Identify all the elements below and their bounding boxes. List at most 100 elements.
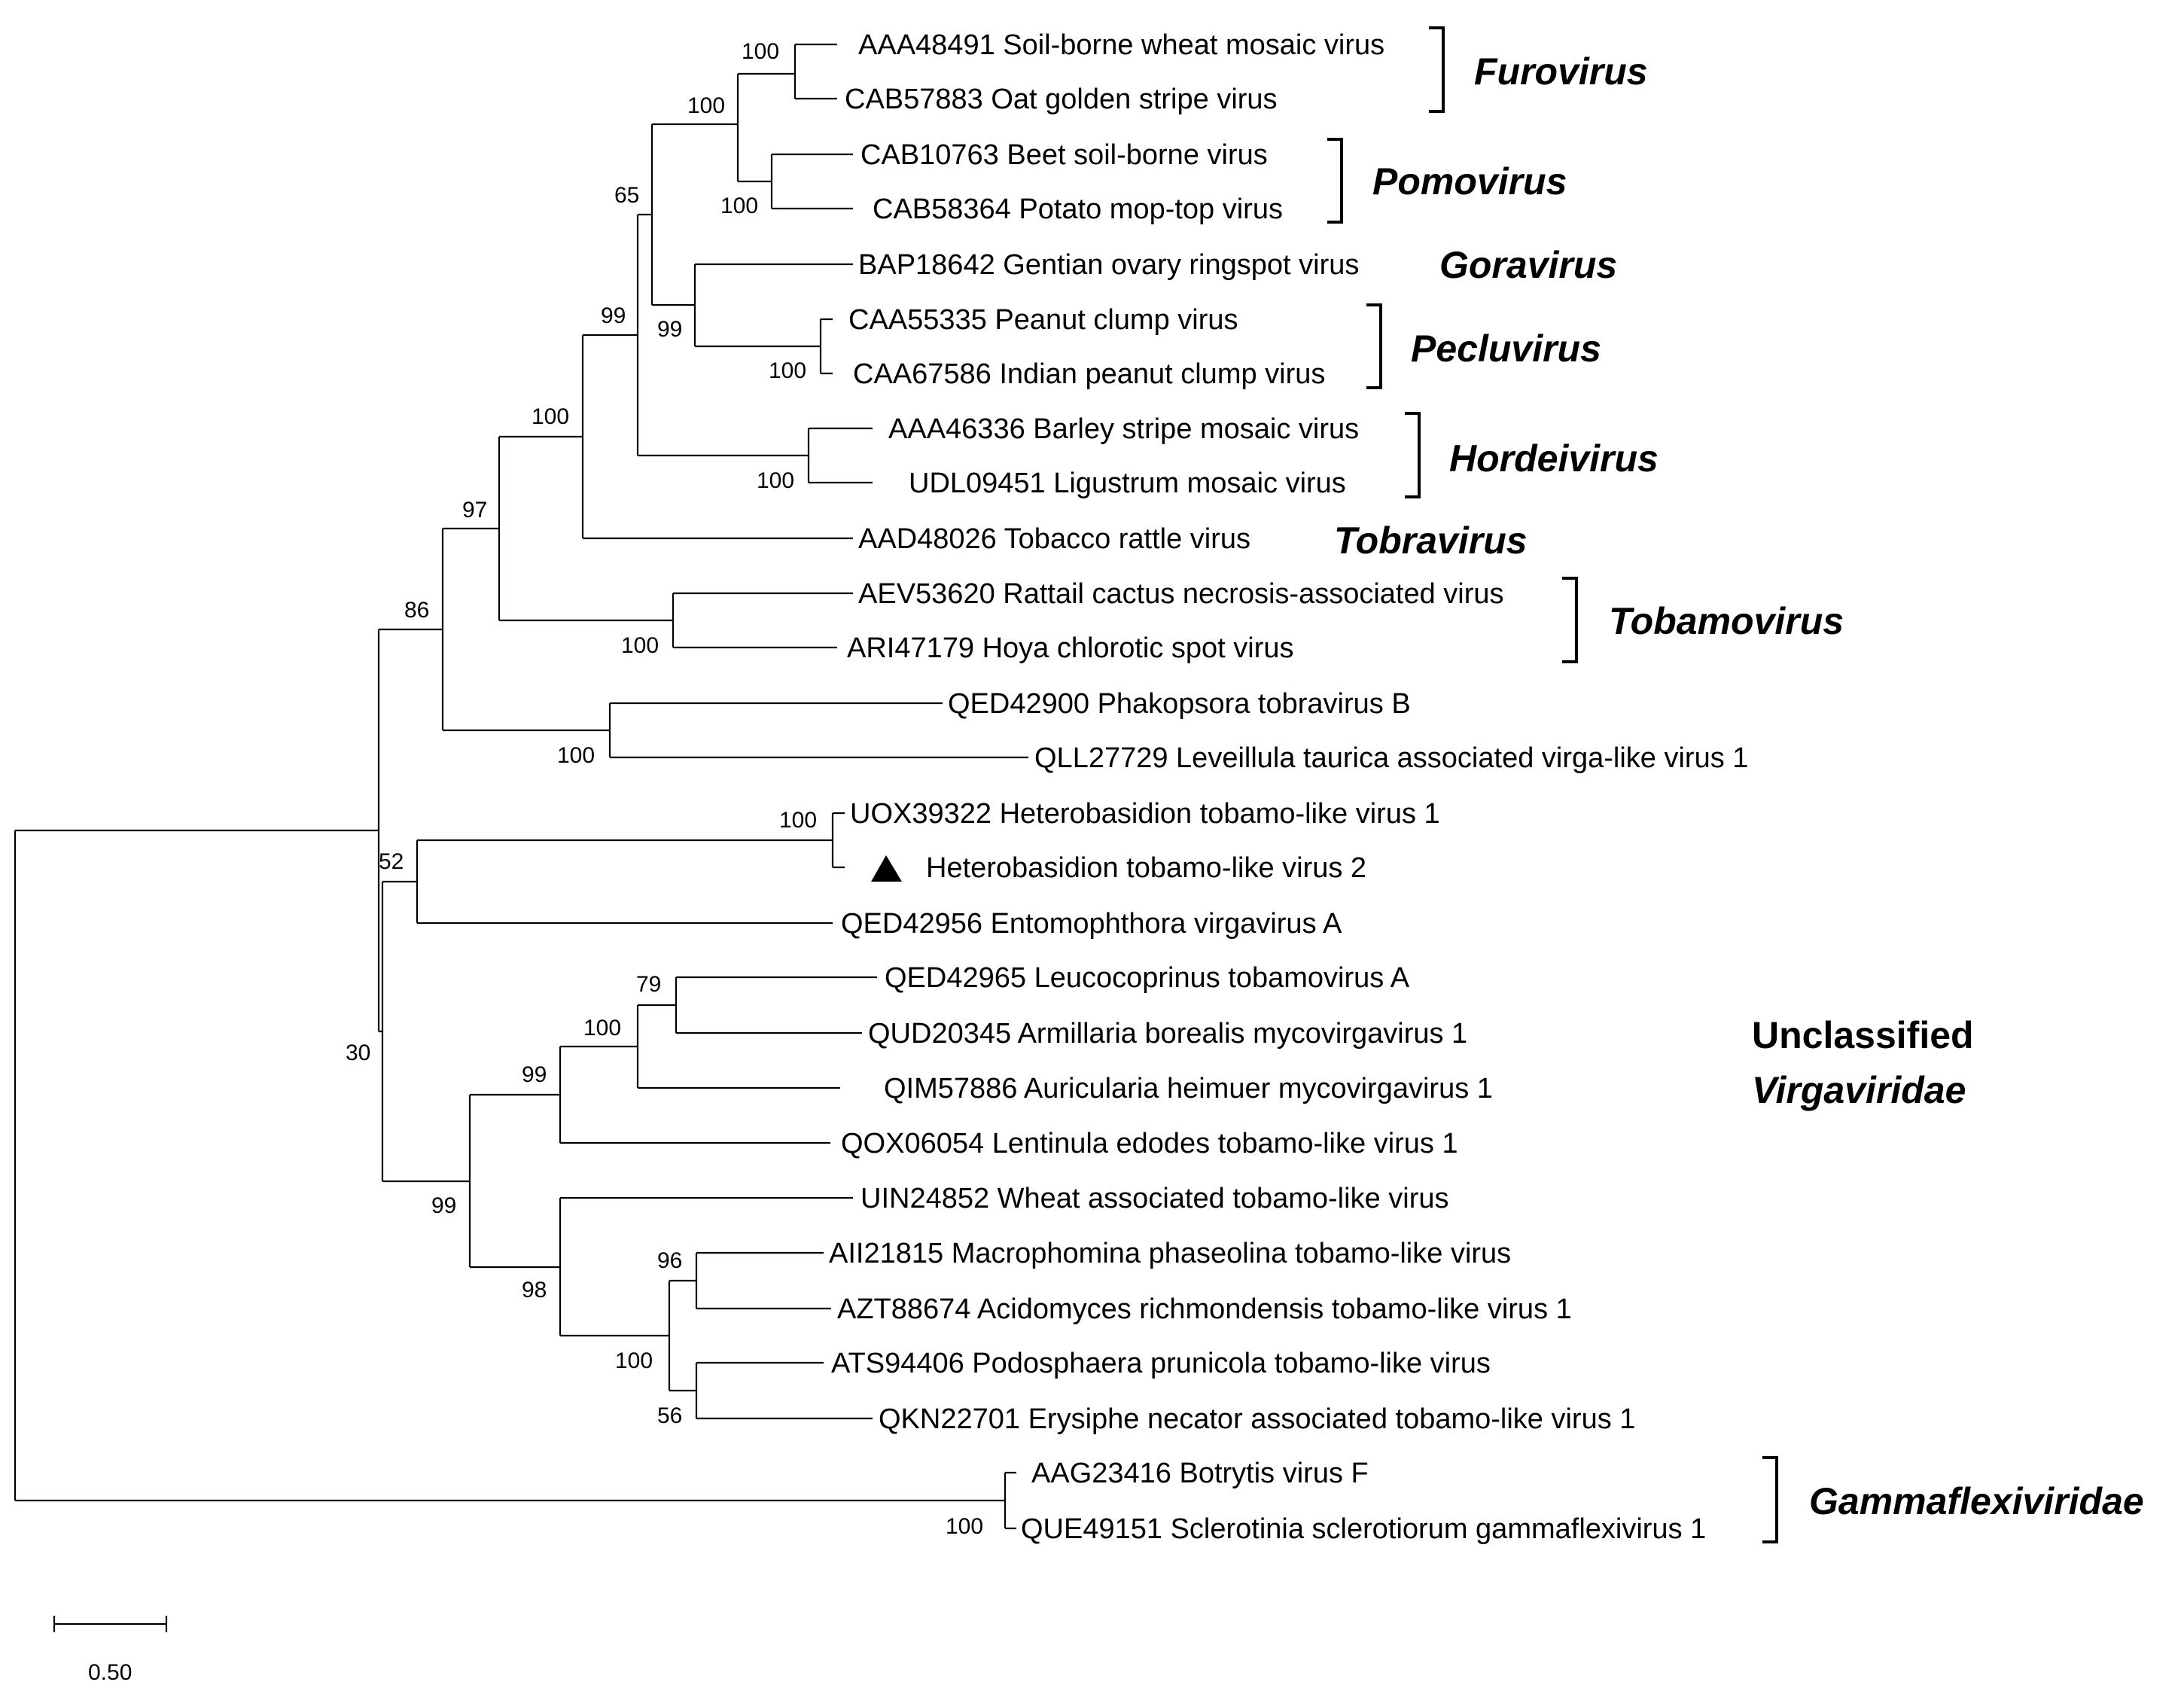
bootstrap-value: 65	[614, 183, 639, 208]
group-label-goravirus: Goravirus	[1439, 244, 1617, 286]
branch	[559, 1045, 830, 1144]
leaf-label: CAA67586 Indian peanut clump virus	[853, 358, 1325, 390]
leaf-label: Heterobasidion tobamo-like virus 2	[926, 852, 1366, 884]
branch	[441, 527, 610, 732]
bootstrap-value: 100	[757, 468, 794, 493]
scale-bar: 0.50	[53, 1616, 168, 1685]
filled-triangle-icon	[871, 855, 902, 882]
bootstrap-value: 99	[431, 1193, 456, 1218]
leaf-label: AII21815 Macrophomina phaseolina tobamo-…	[829, 1238, 1511, 1269]
bootstrap-value: 97	[462, 498, 487, 523]
bootstrap-value: 100	[615, 1348, 653, 1373]
leaf-label: AAA48491 Soil-borne wheat mosaic virus	[858, 29, 1384, 61]
branch	[498, 435, 673, 622]
group-bracket	[1762, 1456, 1778, 1543]
leaf-label: QLL27729 Leveillula taurica associated v…	[1034, 742, 1748, 774]
branch	[695, 1251, 831, 1310]
leaf-label: QED42900 Phakopsora tobravirus B	[948, 688, 1411, 720]
leaf-label: UOX39322 Heterobasidion tobamo-like viru…	[850, 798, 1440, 830]
leaf-label: QED42956 Entomophthora virgavirus A	[841, 908, 1342, 940]
bootstrap-value: 100	[621, 633, 659, 658]
tree-branches	[14, 43, 1028, 1530]
branch	[675, 976, 877, 1034]
bootstrap-value: 30	[346, 1040, 370, 1065]
group-label-unclassified: Unclassified	[1752, 1014, 1974, 1056]
group-label-pomovirus: Pomovirus	[1372, 160, 1567, 203]
group-label-virgaviridae: Virgaviridae	[1752, 1069, 1966, 1111]
group-bracket	[1429, 26, 1445, 113]
branch	[668, 1279, 696, 1392]
group-annotations: Furovirus Pomovirus Goravirus Pecluvirus…	[1327, 26, 2144, 1543]
leaf-label: QKN22701 Erysiphe necator associated tob…	[879, 1403, 1635, 1435]
leaf-label: QED42965 Leucocoprinus tobamovirus A	[885, 962, 1410, 994]
leaf-label: BAP18642 Gentian ovary ringspot virus	[858, 249, 1359, 281]
branch	[468, 1093, 560, 1269]
group-bracket	[1327, 138, 1343, 224]
leaf-label: QOX06054 Lentinula edodes tobamo-like vi…	[841, 1128, 1458, 1159]
branch	[581, 334, 853, 540]
branch	[559, 1196, 853, 1337]
leaf-label: CAB10763 Beet soil-borne virus	[861, 139, 1268, 171]
leaf-label: QUD20345 Armillaria borealis mycovirgavi…	[868, 1018, 1467, 1050]
leaf-label: AEV53620 Rattail cactus necrosis-associa…	[858, 578, 1504, 610]
group-label-tobravirus: Tobravirus	[1334, 519, 1528, 562]
leaf-label: AZT88674 Acidomyces richmondensis tobamo…	[837, 1293, 1572, 1325]
branch	[416, 839, 833, 925]
branch	[819, 318, 833, 375]
leaf-label: CAB58364 Potato mop-top virus	[873, 193, 1283, 225]
group-bracket	[1366, 303, 1382, 389]
group-label-tobamovirus: Tobamovirus	[1609, 600, 1844, 642]
bootstrap-value: 100	[779, 808, 817, 833]
bootstrap-value: 99	[657, 317, 682, 342]
bootstrap-value: 79	[636, 972, 661, 997]
leaf-label: ATS94406 Podosphaera prunicola tobamo-li…	[831, 1348, 1491, 1379]
group-label-gammaflexiviridae: Gammaflexiviridae	[1809, 1480, 2144, 1522]
leaf-label: AAG23416 Botrytis virus F	[1031, 1458, 1369, 1489]
bootstrap-value: 99	[522, 1062, 547, 1087]
branch	[793, 43, 837, 100]
bootstrap-value: 100	[946, 1514, 983, 1539]
bootstrap-value: 86	[404, 598, 429, 623]
leaf-label: AAD48026 Tobacco rattle virus	[858, 523, 1250, 555]
leaf-label: UIN24852 Wheat associated tobamo-like vi…	[861, 1183, 1449, 1214]
bootstrap-value: 100	[583, 1016, 621, 1040]
branch	[831, 812, 845, 869]
leaf-label: AAA46336 Barley stripe mosaic virus	[888, 413, 1359, 445]
branch	[14, 829, 1005, 1502]
leaf-label: CAB57883 Oat golden stripe virus	[845, 84, 1278, 115]
bootstrap-value: 99	[601, 303, 626, 328]
bootstrap-value: 100	[742, 39, 779, 64]
branch	[736, 72, 795, 183]
scale-bar-label: 0.50	[88, 1660, 132, 1685]
branch	[377, 628, 443, 1033]
bootstrap-value: 98	[522, 1278, 547, 1303]
bootstrap-value: 100	[557, 743, 595, 768]
bootstrap-value: 100	[720, 193, 758, 218]
leaf-labels: AAA48491 Soil-borne wheat mosaic virus C…	[829, 29, 1748, 1545]
branch	[672, 592, 853, 649]
bootstrap-value: 100	[687, 93, 725, 118]
scale-bar-line	[53, 1616, 168, 1632]
branch	[381, 880, 470, 1183]
bootstrap-values: 100 100 100 65 99 100 99 100 100 97 100 …	[346, 39, 983, 1539]
branch	[807, 427, 873, 484]
group-bracket	[1405, 412, 1421, 498]
group-label-hordeivirus: Hordeivirus	[1449, 437, 1659, 480]
bootstrap-value: 56	[657, 1403, 682, 1428]
bootstrap-value: 100	[532, 404, 569, 429]
bootstrap-value: 52	[379, 849, 404, 874]
group-bracket	[1562, 577, 1578, 663]
branch	[636, 1004, 840, 1089]
branch	[693, 263, 853, 348]
branch	[770, 153, 853, 210]
leaf-label: QUE49151 Sclerotinia sclerotiorum gammaf…	[1021, 1513, 1706, 1545]
bootstrap-value: 96	[657, 1248, 682, 1273]
leaf-label: QIM57886 Auricularia heimuer mycovirgavi…	[884, 1073, 1493, 1104]
bootstrap-value: 100	[769, 358, 806, 383]
leaf-label: ARI47179 Hoya chlorotic spot virus	[847, 632, 1294, 664]
leaf-label: CAA55335 Peanut clump virus	[848, 304, 1238, 336]
branch	[1004, 1471, 1016, 1530]
group-label-pecluvirus: Pecluvirus	[1411, 328, 1601, 370]
group-label-furovirus: Furovirus	[1474, 50, 1648, 93]
